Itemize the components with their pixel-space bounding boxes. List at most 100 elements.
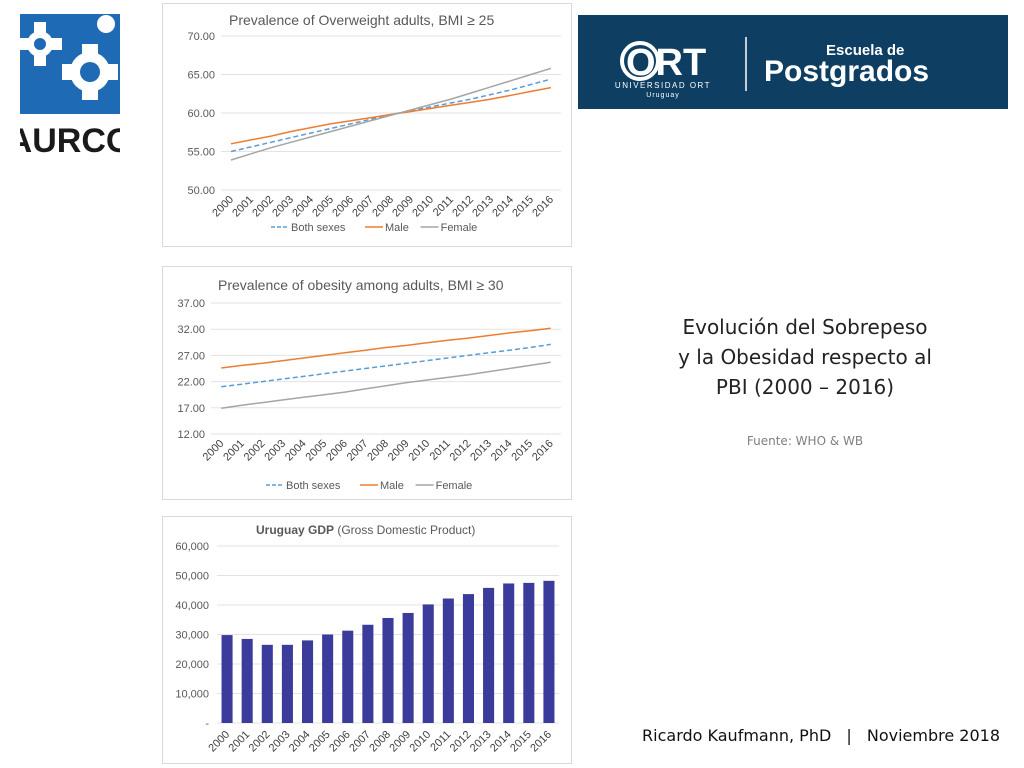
gdp-bar-2008: [382, 617, 394, 723]
gdp-y-tick: -: [205, 718, 209, 730]
gdp-y-tick: 60,000: [175, 541, 209, 553]
gdp-x-tick: 2003: [267, 729, 293, 755]
overweight-x-tick: 2002: [250, 194, 276, 220]
obesity-series-female: [221, 361, 551, 410]
overweight-x-tick: 2000: [210, 194, 236, 220]
gdp-x-tick: 2006: [327, 729, 353, 755]
overweight-x-tick: 2009: [390, 194, 416, 220]
gdp-y-tick: 30,000: [175, 630, 209, 642]
gdp-chart-title: Uruguay GDP (Gross Domestic Product): [256, 523, 475, 537]
footer: Ricardo Kaufmann, PhD | Noviembre 2018: [600, 726, 1000, 745]
ort-name: ORT: [626, 42, 706, 84]
obesity-legend-female: Female: [436, 480, 473, 492]
slide-title-line2: y la Obesidad respecto al: [678, 345, 932, 369]
obesity-x-tick: 2007: [345, 438, 371, 464]
gdp-chart-panel: Uruguay GDP (Gross Domestic Product) - 10…: [162, 516, 572, 764]
ort-country: Uruguay: [646, 92, 679, 99]
gdp-bar-2003: [281, 644, 293, 723]
gdp-y-tick: 20,000: [175, 659, 209, 671]
obesity-y-tick: 22.00: [177, 377, 205, 389]
gdp-x-tick: 2004: [287, 729, 313, 755]
obesity-x-tick: 2014: [489, 438, 515, 464]
ort-banner: ORT UNIVERSIDAD ORT Uruguay Escuela de P…: [578, 15, 1008, 109]
obesity-x-tick: 2006: [324, 438, 350, 464]
gdp-bar-2015: [523, 582, 535, 723]
obesity-y-tick: 32.00: [177, 324, 205, 336]
overweight-x-tick: 2004: [290, 194, 316, 220]
obesity-y-tick: 17.00: [177, 403, 205, 415]
overweight-x-tick: 2006: [330, 194, 356, 220]
aurco-text: AURCO: [20, 122, 120, 156]
source-note: Fuente: WHO & WB: [746, 434, 864, 448]
gdp-x-tick: 2007: [347, 729, 373, 755]
obesity-y-tick: 37.00: [177, 298, 205, 310]
gdp-bar-2016: [543, 580, 555, 723]
gdp-bar-2004: [301, 640, 314, 723]
overweight-y-tick: 65.00: [187, 70, 215, 82]
gdp-y-tick: 40,000: [175, 600, 209, 612]
obesity-legend-male: Male: [380, 480, 404, 492]
overweight-y-tick: 55.00: [187, 147, 215, 159]
obesity-y-tick: 12.00: [177, 429, 205, 441]
overweight-legend-female: Female: [441, 222, 478, 234]
obesity-y-tick: 27.00: [177, 350, 205, 362]
overweight-x-tick: 2011: [431, 194, 456, 219]
overweight-y-tick: 50.00: [187, 185, 215, 197]
obesity-x-tick: 2015: [509, 438, 535, 464]
gdp-bar-2010: [422, 604, 434, 723]
gdp-x-tick: 2008: [367, 729, 393, 755]
gdp-bar-2000: [221, 635, 233, 723]
overweight-legend-male: Male: [385, 222, 409, 234]
gdp-y-tick: 50,000: [175, 571, 209, 583]
gdp-title-rest: (Gross Domestic Product): [334, 523, 476, 537]
gdp-x-tick: 2001: [226, 729, 252, 755]
obesity-x-tick: 2004: [283, 438, 309, 464]
gdp-y-tick: 10,000: [175, 689, 209, 701]
ort-subtitle: UNIVERSIDAD ORT: [615, 81, 711, 90]
gdp-x-tick: 2011: [428, 729, 453, 754]
postgrados-line2: Postgrados: [764, 55, 929, 88]
overweight-x-tick: 2005: [310, 194, 336, 220]
gdp-x-tick: 2014: [488, 729, 514, 755]
gdp-bar-2001: [241, 638, 253, 723]
gdp-bar-2011: [442, 598, 454, 723]
obesity-x-tick: 2003: [262, 438, 288, 464]
obesity-chart-title: Prevalence of obesity among adults, BMI …: [218, 277, 504, 293]
obesity-x-tick: 2000: [201, 438, 227, 464]
overweight-series-male: [230, 86, 552, 145]
footer-author: Ricardo Kaufmann, PhD: [642, 726, 832, 745]
gdp-x-tick: 2013: [468, 729, 494, 755]
gdp-x-tick: 2016: [528, 729, 554, 755]
overweight-legend-both-sexes: Both sexes: [291, 222, 346, 234]
overweight-y-tick: 60.00: [187, 108, 215, 120]
obesity-x-tick: 2008: [365, 438, 391, 464]
gdp-x-tick: 2010: [408, 729, 434, 755]
gdp-x-tick: 2005: [307, 729, 333, 755]
obesity-legend-both-sexes: Both sexes: [286, 480, 341, 492]
obesity-series-both-sexes: [221, 343, 551, 388]
gdp-x-tick: 2000: [206, 729, 232, 755]
gdp-bar-2014: [503, 583, 515, 723]
overweight-x-tick: 2003: [270, 194, 296, 220]
overweight-x-tick: 2001: [230, 194, 256, 220]
obesity-chart-panel: Prevalence of obesity among adults, BMI …: [162, 266, 572, 500]
gdp-x-tick: 2015: [508, 729, 534, 755]
slide-title-line3: PBI (2000 – 2016): [715, 375, 895, 399]
gdp-bar-2005: [322, 634, 334, 723]
obesity-x-tick: 2013: [468, 438, 494, 464]
overweight-x-tick: 2015: [510, 194, 536, 220]
overweight-x-tick: 2013: [470, 194, 496, 220]
gdp-bar-2012: [462, 594, 475, 723]
overweight-x-tick: 2014: [490, 194, 516, 220]
gdp-chart: - 10,000 20,000 30,000 40,000 50,000 60,000 200…: [175, 541, 559, 755]
obesity-series-male: [221, 327, 551, 369]
gdp-bar-2002: [261, 644, 273, 723]
overweight-x-tick: 2016: [530, 194, 556, 220]
overweight-x-tick: 2010: [410, 194, 436, 220]
slide-title-line1: Evolución del Sobrepeso: [682, 315, 928, 339]
obesity-x-tick: 2001: [221, 438, 247, 464]
overweight-chart-panel: Prevalence of Overweight adults, BMI ≥ 2…: [162, 3, 572, 247]
postgrados-line1: Escuela de: [826, 42, 904, 59]
overweight-x-tick: 2012: [450, 194, 476, 220]
